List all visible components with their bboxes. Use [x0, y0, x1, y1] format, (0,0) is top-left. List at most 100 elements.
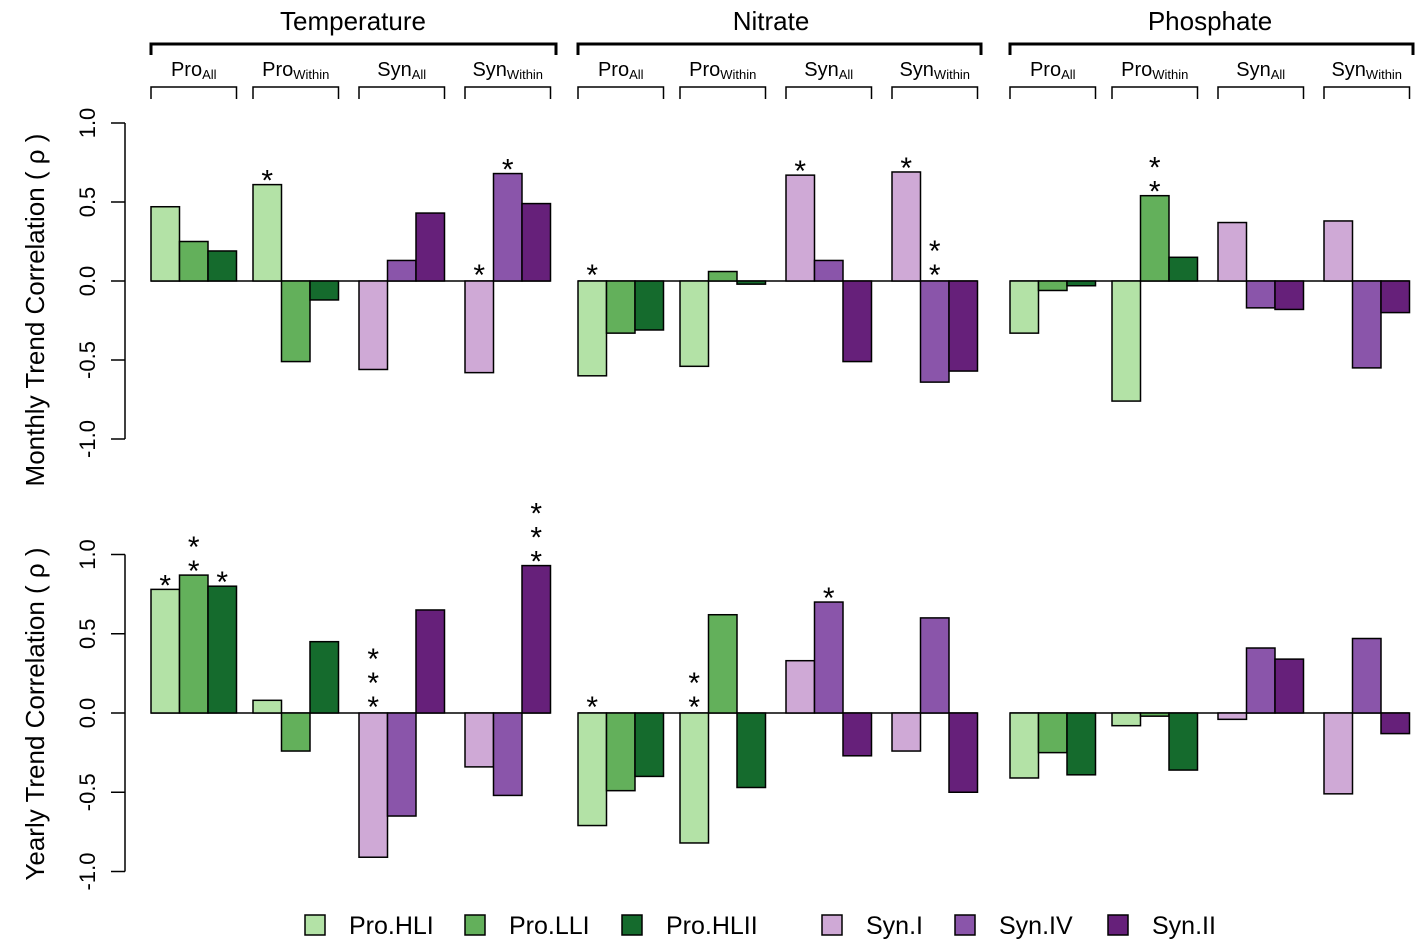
bar-pro-hli	[150, 588, 181, 714]
group-label: ProAll	[171, 59, 217, 82]
bar-pro-hli	[577, 712, 608, 827]
bar-pro-hlii	[1066, 280, 1097, 287]
bar-pro-hli	[1009, 280, 1040, 334]
y-tick-label: 1.0	[75, 539, 100, 570]
significance-star: *	[688, 667, 700, 700]
group-bracket	[150, 86, 238, 99]
bar-syn-iv	[919, 617, 950, 714]
y-tick-label: -0.5	[75, 341, 100, 379]
bar-syn-i	[891, 171, 922, 282]
group-label: SynWithin	[1331, 59, 1402, 82]
bar-pro-hlii	[1168, 712, 1199, 771]
bar-syn-iv	[813, 601, 844, 714]
bar-pro-hli	[679, 712, 710, 844]
bar-syn-ii	[842, 280, 873, 363]
variable-title: Phosphate	[1148, 6, 1272, 36]
bar-pro-hli	[150, 205, 181, 282]
significance-star: *	[188, 531, 200, 564]
significance-star: *	[216, 566, 228, 599]
group-bracket	[577, 86, 665, 99]
group-bracket	[1323, 86, 1411, 99]
group-label: SynAll	[377, 59, 426, 82]
group-label: ProAll	[598, 59, 644, 82]
significance-star: *	[502, 154, 514, 187]
variable-bracket	[149, 42, 558, 55]
bar-syn-iv	[386, 712, 417, 817]
significance-star: *	[586, 259, 598, 292]
significance-star: *	[688, 691, 700, 724]
group-bracket	[1009, 86, 1097, 99]
bar-pro-hli	[1009, 712, 1040, 779]
bar-syn-i	[1217, 221, 1248, 282]
significance-star: *	[261, 165, 273, 198]
group-bracket	[252, 86, 340, 99]
group-label: SynAll	[804, 59, 853, 82]
y-tick-label: -1.0	[75, 853, 100, 891]
legend-label: Syn.I	[866, 912, 923, 940]
significance-star: *	[367, 667, 379, 700]
significance-star: *	[929, 235, 941, 268]
bar-pro-hlii	[207, 250, 238, 282]
legend-label: Pro.LLI	[509, 912, 590, 940]
bar-syn-i	[1217, 712, 1248, 721]
bar-syn-ii	[948, 280, 979, 372]
bar-syn-i	[464, 280, 495, 374]
bar-pro-lli	[605, 280, 636, 334]
bar-syn-i	[785, 659, 816, 714]
bar-pro-hlii	[207, 585, 238, 714]
bar-pro-hli	[252, 699, 283, 714]
significance-star: *	[586, 691, 598, 724]
significance-star: *	[823, 582, 835, 615]
bar-pro-hlii	[634, 712, 665, 778]
legend-label: Syn.II	[1152, 912, 1216, 940]
bar-pro-hlii	[736, 712, 767, 789]
bar-pro-lli	[178, 574, 209, 714]
bar-syn-i	[891, 712, 922, 752]
bar-syn-ii	[1380, 712, 1411, 735]
significance-star: *	[473, 259, 485, 292]
significance-star: *	[929, 259, 941, 292]
group-bracket	[358, 86, 446, 99]
significance-star: *	[188, 555, 200, 588]
bar-syn-ii	[948, 712, 979, 793]
significance-star: *	[530, 546, 542, 579]
bar-pro-lli	[178, 240, 209, 282]
group-label: ProWithin	[689, 59, 756, 82]
bar-pro-lli	[280, 712, 311, 752]
bar-syn-iv	[1245, 647, 1276, 714]
legend-swatch	[621, 914, 643, 936]
bar-syn-i	[785, 174, 816, 282]
bar-pro-hli	[1111, 280, 1142, 402]
bar-pro-hli	[1111, 712, 1142, 727]
bar-syn-iv	[1351, 637, 1382, 714]
variable-bracket	[576, 42, 983, 55]
group-bracket	[464, 86, 552, 99]
legend-swatch	[304, 914, 326, 936]
y-tick-label: -1.0	[75, 420, 100, 458]
bar-pro-hlii	[309, 280, 340, 301]
bar-syn-iv	[386, 259, 417, 282]
group-bracket	[891, 86, 979, 99]
group-label: SynAll	[1236, 59, 1285, 82]
significance-star: *	[900, 152, 912, 185]
bar-syn-iv	[492, 172, 523, 282]
significance-star: *	[367, 643, 379, 676]
y-tick-label: 0.0	[75, 698, 100, 729]
significance-star: *	[1149, 176, 1161, 209]
y-tick-label: 1.0	[75, 108, 100, 139]
group-label: SynWithin	[472, 59, 543, 82]
legend-swatch	[464, 914, 486, 936]
bar-syn-ii	[842, 712, 873, 757]
bar-pro-hlii	[1066, 712, 1097, 776]
group-label: ProWithin	[262, 59, 329, 82]
bar-syn-iv	[492, 712, 523, 797]
bar-syn-iv	[813, 259, 844, 282]
significance-star: *	[530, 498, 542, 531]
bar-syn-ii	[1380, 280, 1411, 314]
y-tick-label: 0.5	[75, 187, 100, 218]
bar-pro-hli	[679, 280, 710, 368]
significance-star: *	[159, 569, 171, 602]
bar-syn-i	[464, 712, 495, 768]
group-label: ProWithin	[1121, 59, 1188, 82]
